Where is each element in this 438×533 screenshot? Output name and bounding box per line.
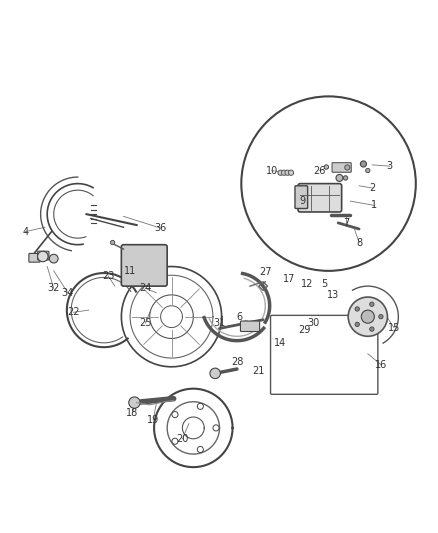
Circle shape xyxy=(49,254,58,263)
Text: 32: 32 xyxy=(47,284,60,293)
Text: 31: 31 xyxy=(213,318,225,328)
Text: 2: 2 xyxy=(368,183,374,193)
Circle shape xyxy=(354,322,359,327)
Text: 29: 29 xyxy=(298,325,310,335)
Text: 14: 14 xyxy=(274,338,286,348)
Circle shape xyxy=(369,302,373,306)
Text: 13: 13 xyxy=(326,290,338,300)
Circle shape xyxy=(284,170,290,175)
Circle shape xyxy=(360,310,374,323)
Text: 1: 1 xyxy=(371,200,377,211)
Circle shape xyxy=(38,251,48,262)
Circle shape xyxy=(378,314,382,319)
Circle shape xyxy=(323,165,328,169)
Text: 22: 22 xyxy=(67,308,79,317)
Circle shape xyxy=(343,176,347,180)
FancyBboxPatch shape xyxy=(38,251,49,260)
Circle shape xyxy=(360,161,366,167)
Text: 20: 20 xyxy=(176,434,188,444)
Circle shape xyxy=(197,403,203,409)
Circle shape xyxy=(172,438,178,445)
FancyBboxPatch shape xyxy=(240,321,259,332)
Circle shape xyxy=(288,170,293,175)
Text: 15: 15 xyxy=(387,322,399,333)
Circle shape xyxy=(277,170,283,175)
Text: 21: 21 xyxy=(252,366,265,376)
FancyBboxPatch shape xyxy=(294,186,307,208)
Text: 25: 25 xyxy=(139,318,151,328)
Text: 24: 24 xyxy=(139,284,151,293)
Text: 11: 11 xyxy=(124,266,136,276)
Circle shape xyxy=(281,170,286,175)
Circle shape xyxy=(212,425,219,431)
Text: 12: 12 xyxy=(300,279,312,289)
Circle shape xyxy=(209,368,220,378)
Text: 7: 7 xyxy=(342,218,348,228)
Text: 28: 28 xyxy=(230,358,243,367)
Text: 18: 18 xyxy=(126,408,138,418)
Text: 30: 30 xyxy=(307,318,319,328)
Text: 36: 36 xyxy=(154,223,166,233)
Circle shape xyxy=(197,447,203,453)
Text: 6: 6 xyxy=(236,312,242,322)
Text: 34: 34 xyxy=(61,288,74,297)
Circle shape xyxy=(365,168,369,173)
Text: 23: 23 xyxy=(102,271,114,281)
Text: 17: 17 xyxy=(283,274,295,284)
Text: 27: 27 xyxy=(258,266,271,277)
FancyBboxPatch shape xyxy=(297,183,341,212)
FancyBboxPatch shape xyxy=(121,245,167,286)
FancyBboxPatch shape xyxy=(331,163,350,172)
Circle shape xyxy=(344,165,349,170)
Text: 5: 5 xyxy=(320,279,327,289)
Text: 26: 26 xyxy=(313,166,325,175)
Text: 16: 16 xyxy=(374,360,386,370)
Circle shape xyxy=(354,307,359,311)
Circle shape xyxy=(369,327,373,332)
Circle shape xyxy=(172,411,178,418)
FancyBboxPatch shape xyxy=(29,253,40,262)
Circle shape xyxy=(335,174,342,181)
Text: 19: 19 xyxy=(147,415,159,425)
Text: 8: 8 xyxy=(355,238,361,247)
Circle shape xyxy=(110,240,115,245)
Circle shape xyxy=(128,397,140,408)
Text: 4: 4 xyxy=(22,227,28,237)
Text: 9: 9 xyxy=(299,196,305,206)
Circle shape xyxy=(347,297,387,336)
Text: 3: 3 xyxy=(386,161,392,171)
Text: 10: 10 xyxy=(265,166,277,175)
